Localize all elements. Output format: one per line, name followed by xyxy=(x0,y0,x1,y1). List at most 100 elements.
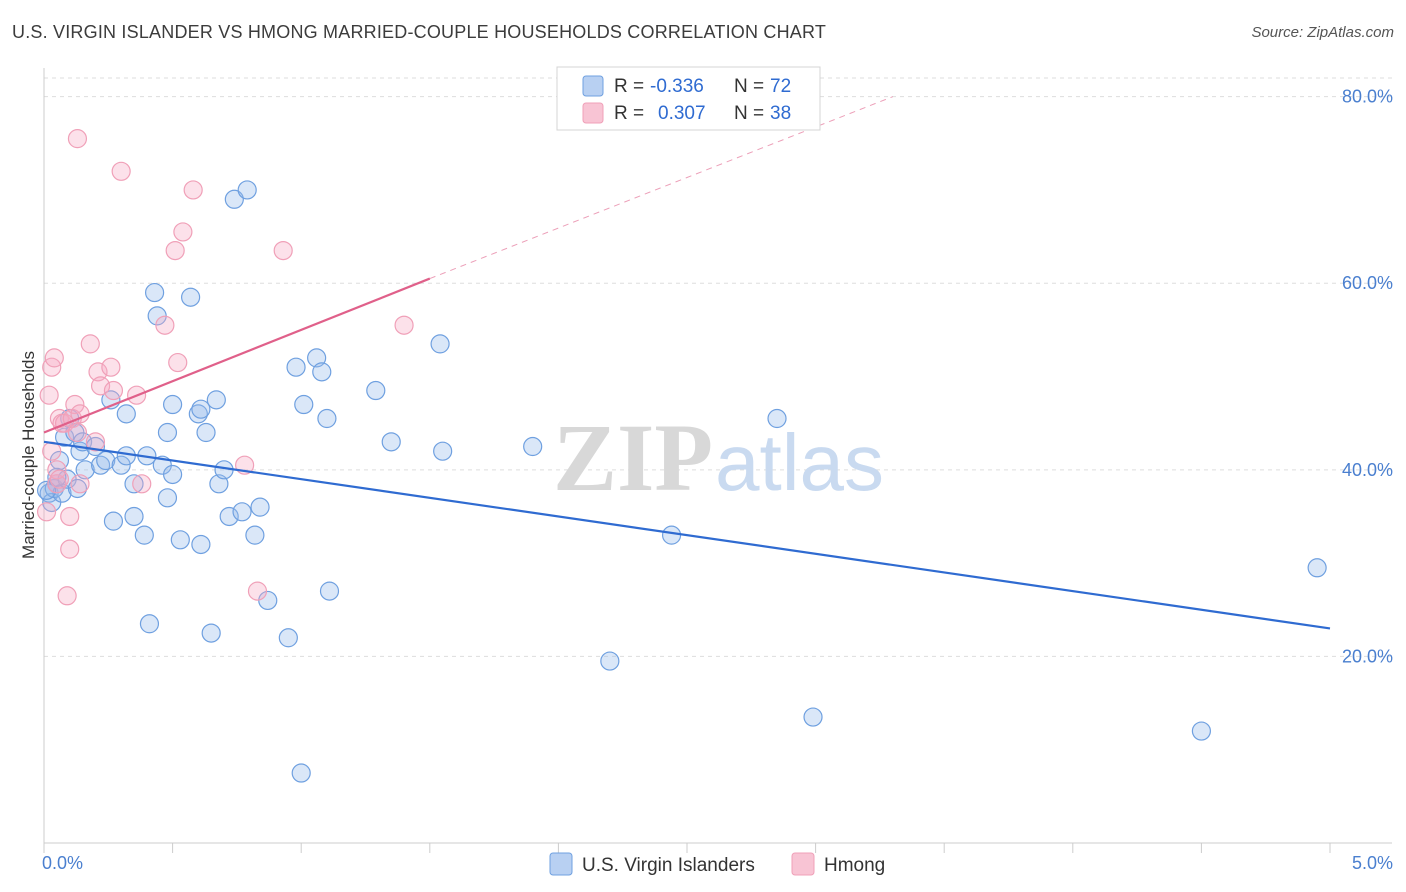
series-legend: U.S. Virgin Islanders Hmong xyxy=(549,852,885,876)
trend-lines xyxy=(43,96,1331,630)
point-hmong xyxy=(103,380,124,401)
point-virgin-islanders xyxy=(181,287,201,307)
correlation-legend: R = -0.336 N = 72 R = 0.307 N = 38 xyxy=(556,66,821,131)
point-hmong xyxy=(168,352,188,373)
y-tick-label: 40.0% xyxy=(1342,460,1393,480)
point-virgin-islanders xyxy=(245,525,265,545)
point-hmong xyxy=(60,506,80,527)
point-hmong xyxy=(165,240,185,261)
series-legend-swatch-hmong xyxy=(791,852,815,876)
point-hmong xyxy=(49,469,70,489)
point-virgin-islanders xyxy=(523,436,543,457)
point-virgin-islanders xyxy=(134,525,154,545)
point-virgin-islanders xyxy=(191,399,211,419)
point-virgin-islanders xyxy=(191,534,211,555)
point-hmong xyxy=(67,129,88,149)
point-virgin-islanders xyxy=(163,464,183,485)
y-tick-labels: 20.0% 40.0% 60.0% 80.0% xyxy=(1342,87,1393,667)
y-tick-label: 60.0% xyxy=(1342,273,1393,293)
point-virgin-islanders xyxy=(116,404,136,424)
gridlines xyxy=(44,77,1392,657)
legend-r-value-1: -0.336 xyxy=(650,76,704,97)
point-virgin-islanders xyxy=(124,474,144,494)
point-virgin-islanders xyxy=(170,530,190,550)
point-virgin-islanders xyxy=(116,446,136,466)
point-hmong xyxy=(65,394,85,415)
point-virgin-islanders xyxy=(157,488,178,508)
point-virgin-islanders xyxy=(600,651,620,671)
point-hmong xyxy=(247,581,268,601)
point-hmong xyxy=(183,180,203,200)
y-tick-label: 20.0% xyxy=(1342,646,1393,666)
data-points xyxy=(36,129,1327,783)
series-legend-label-hmong: Hmong xyxy=(824,855,885,876)
point-hmong xyxy=(85,432,106,452)
legend-r-value-2: 0.307 xyxy=(658,103,706,124)
point-hmong xyxy=(44,348,64,368)
point-hmong xyxy=(132,474,152,494)
point-hmong xyxy=(57,586,77,606)
point-virgin-islanders xyxy=(767,408,787,429)
legend-n-label-1: N = xyxy=(734,76,764,97)
point-virgin-islanders xyxy=(317,408,337,429)
point-virgin-islanders xyxy=(286,357,306,377)
point-virgin-islanders xyxy=(224,189,244,209)
trend-line-hmong-extension xyxy=(429,96,893,280)
point-hmong xyxy=(101,357,121,377)
point-virgin-islanders xyxy=(124,506,144,527)
legend-swatch-virgin-islanders xyxy=(582,75,604,97)
point-virgin-islanders xyxy=(219,506,239,527)
point-virgin-islanders xyxy=(237,180,257,200)
point-hmong xyxy=(80,334,100,354)
point-hmong xyxy=(394,315,414,335)
point-hmong xyxy=(173,222,193,242)
point-virgin-islanders xyxy=(206,390,226,410)
point-virgin-islanders xyxy=(278,628,298,648)
chart-source: Source: ZipAtlas.com xyxy=(1251,24,1394,41)
point-virgin-islanders xyxy=(1191,721,1212,741)
point-virgin-islanders xyxy=(294,394,314,415)
legend-swatch-hmong xyxy=(582,102,604,124)
point-hmong xyxy=(36,502,57,522)
point-virgin-islanders xyxy=(381,432,401,452)
legend-n-value-1: 72 xyxy=(770,76,791,97)
point-virgin-islanders xyxy=(291,763,311,783)
trend-line-hmong xyxy=(43,277,431,434)
point-virgin-islanders xyxy=(163,394,183,415)
point-virgin-islanders xyxy=(54,427,75,447)
point-virgin-islanders xyxy=(157,422,178,443)
legend-r-label-1: R = xyxy=(614,76,644,97)
point-virgin-islanders xyxy=(312,362,332,382)
point-hmong xyxy=(39,385,59,405)
point-virgin-islanders xyxy=(250,497,270,517)
point-virgin-islanders xyxy=(661,525,682,545)
point-virgin-islanders xyxy=(1307,558,1327,578)
point-virgin-islanders xyxy=(319,581,340,601)
x-tick-labels: 0.0% 5.0% xyxy=(42,853,1393,873)
point-hmong xyxy=(88,362,108,382)
point-virgin-islanders xyxy=(201,623,221,643)
point-virgin-islanders xyxy=(36,480,57,500)
point-hmong xyxy=(155,315,175,335)
point-virgin-islanders xyxy=(103,511,124,531)
x-tick-label: 5.0% xyxy=(1352,853,1393,873)
series-legend-label-virgin-islanders: U.S. Virgin Islanders xyxy=(582,855,755,876)
watermark-atlas: atlas xyxy=(715,418,884,507)
y-axis-label: Married-couple Households xyxy=(19,351,38,559)
y-tick-label: 80.0% xyxy=(1342,87,1393,107)
point-virgin-islanders xyxy=(196,422,216,443)
point-virgin-islanders xyxy=(803,707,823,727)
trend-line-virgin-islanders xyxy=(43,440,1331,630)
point-virgin-islanders xyxy=(144,282,165,303)
point-virgin-islanders xyxy=(433,441,453,461)
series-legend-swatch-virgin-islanders xyxy=(549,852,573,876)
point-hmong xyxy=(111,161,131,181)
legend-r-label-2: R = xyxy=(614,103,644,124)
point-virgin-islanders xyxy=(111,455,131,475)
point-virgin-islanders xyxy=(366,380,386,401)
legend-n-value-2: 38 xyxy=(770,103,791,124)
point-virgin-islanders xyxy=(139,614,160,634)
point-hmong xyxy=(273,240,293,261)
point-virgin-islanders xyxy=(232,502,252,522)
